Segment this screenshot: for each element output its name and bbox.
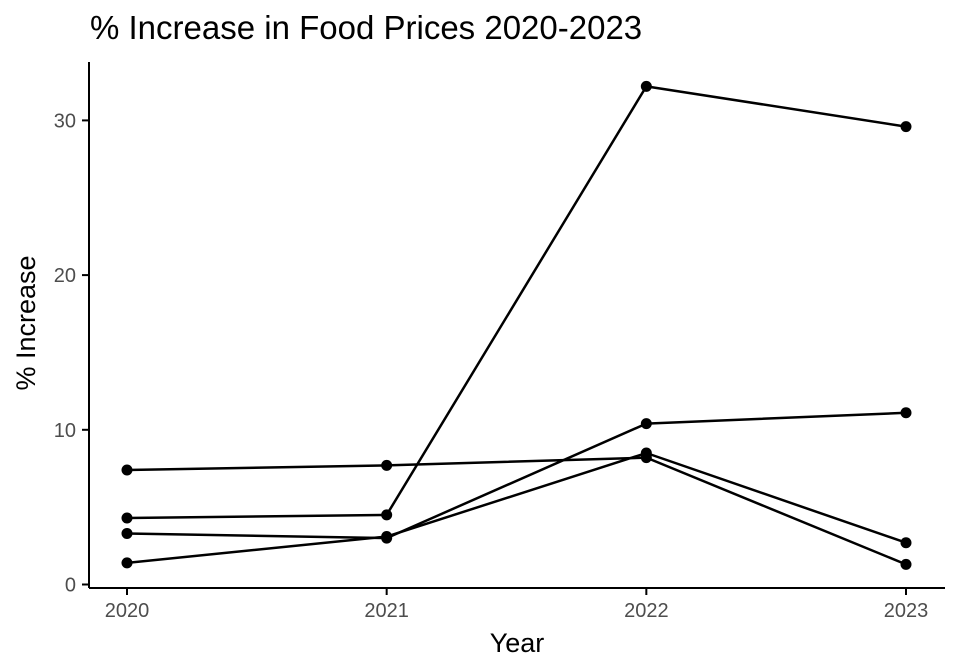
y-tick-label: 10 [54, 420, 76, 442]
series-3 [121, 407, 912, 544]
x-tick-label: 2021 [364, 600, 409, 622]
data-point [900, 558, 912, 570]
series-layer [121, 80, 912, 570]
x-axis-title: Year [490, 628, 545, 658]
x-tick-label: 2020 [105, 600, 150, 622]
y-tick-label: 20 [54, 265, 76, 287]
series-4 [121, 447, 912, 569]
y-tick-label: 0 [65, 575, 76, 597]
data-point [381, 531, 393, 543]
data-point [640, 447, 652, 459]
data-point [900, 121, 912, 133]
chart-title: % Increase in Food Prices 2020-2023 [90, 9, 642, 46]
axes: 0 10 20 30 2020 2021 2022 2023 [54, 62, 945, 622]
series-line [126, 456, 907, 566]
x-tick-label: 2022 [624, 600, 669, 622]
data-point [121, 557, 133, 569]
data-point [640, 80, 652, 92]
data-point [121, 512, 133, 524]
data-point [381, 459, 393, 471]
series-line [126, 451, 907, 565]
data-point [900, 537, 912, 549]
data-point [121, 527, 133, 539]
data-point [381, 509, 393, 521]
series-2 [121, 452, 912, 570]
series-line [126, 411, 907, 540]
data-point [900, 407, 912, 419]
y-tick-label: 30 [54, 110, 76, 132]
series-line [126, 85, 907, 520]
series-1 [121, 80, 912, 524]
y-axis-title: % Increase [11, 255, 41, 390]
data-point [640, 418, 652, 430]
x-tick-label: 2023 [884, 600, 929, 622]
data-point [121, 464, 133, 476]
